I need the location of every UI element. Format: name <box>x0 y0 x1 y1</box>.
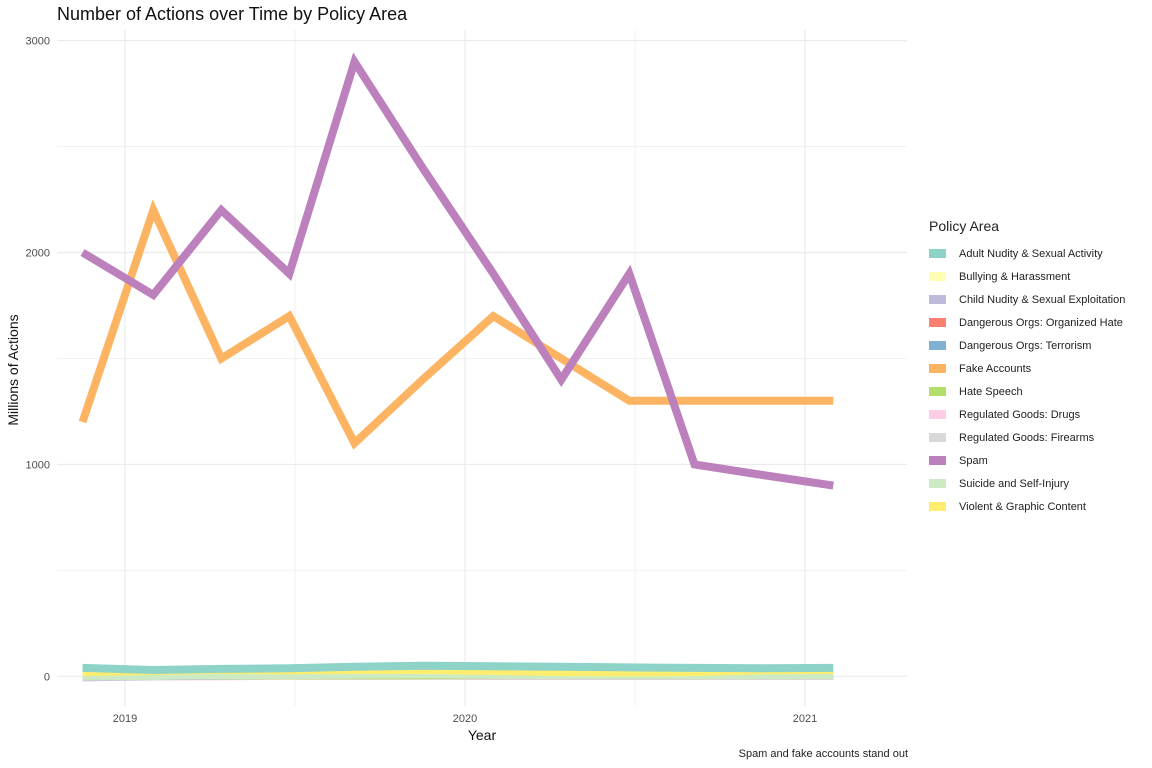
legend-label: Dangerous Orgs: Terrorism <box>959 339 1092 352</box>
legend-swatch <box>929 433 946 442</box>
legend-swatch <box>929 295 946 304</box>
series-line-spam <box>80 52 834 490</box>
legend-item-fake-accounts: Fake Accounts <box>929 357 1125 380</box>
legend-label: Adult Nudity & Sexual Activity <box>959 247 1103 260</box>
series-line-fake-accounts <box>78 199 834 450</box>
legend-swatch <box>929 364 946 373</box>
legend-item-adult-nudity-sexual-activity: Adult Nudity & Sexual Activity <box>929 242 1125 265</box>
legend-swatch <box>929 502 946 511</box>
legend-item-dangerous-orgs-organized-hate: Dangerous Orgs: Organized Hate <box>929 311 1125 334</box>
legend-label: Regulated Goods: Drugs <box>959 408 1081 421</box>
legend-swatch <box>929 272 946 281</box>
legend-item-child-nudity-sexual-exploitation: Child Nudity & Sexual Exploitation <box>929 288 1125 311</box>
x-tick-labels: 2019 2020 2021 <box>113 713 817 725</box>
legend-items: Adult Nudity & Sexual Activity Bullying &… <box>929 242 1125 518</box>
legend-label: Spam <box>959 454 988 467</box>
legend-item-hate-speech: Hate Speech <box>929 380 1125 403</box>
legend-item-suicide-and-self-injury: Suicide and Self-Injury <box>929 472 1125 495</box>
legend-item-violent-graphic-content: Violent & Graphic Content <box>929 495 1125 518</box>
legend-swatch <box>929 318 946 327</box>
legend-label: Dangerous Orgs: Organized Hate <box>959 316 1123 329</box>
y-tick-label-2000: 2000 <box>26 248 50 260</box>
legend-label: Regulated Goods: Firearms <box>959 431 1095 444</box>
legend-item-spam: Spam <box>929 449 1125 472</box>
x-axis-title: Year <box>468 727 497 743</box>
series-lines <box>78 52 834 682</box>
legend-swatch <box>929 387 946 396</box>
legend-label: Violent & Graphic Content <box>959 500 1086 513</box>
legend-swatch <box>929 249 946 258</box>
x-tick-label-2019: 2019 <box>113 713 137 725</box>
legend-item-regulated-goods-firearms: Regulated Goods: Firearms <box>929 426 1125 449</box>
legend-swatch <box>929 456 946 465</box>
legend-label: Bullying & Harassment <box>959 270 1071 283</box>
y-tick-label-1000: 1000 <box>26 459 50 471</box>
legend-item-dangerous-orgs-terrorism: Dangerous Orgs: Terrorism <box>929 334 1125 357</box>
series-line-adult-nudity-sexual-activity <box>82 661 834 675</box>
major-gridlines <box>57 30 907 706</box>
legend-label: Suicide and Self-Injury <box>959 477 1070 490</box>
legend-label: Fake Accounts <box>959 362 1032 375</box>
legend-item-regulated-goods-drugs: Regulated Goods: Drugs <box>929 403 1125 426</box>
legend: Policy Area Adult Nudity & Sexual Activi… <box>929 218 1125 518</box>
legend-label: Child Nudity & Sexual Exploitation <box>959 293 1126 306</box>
minor-gridlines <box>57 30 907 706</box>
legend-title: Policy Area <box>929 218 1000 234</box>
x-tick-label-2021: 2021 <box>793 713 817 725</box>
x-tick-label-2020: 2020 <box>453 713 477 725</box>
chart-caption: Spam and fake accounts stand out <box>738 748 908 760</box>
y-axis-title: Millions of Actions <box>5 314 21 425</box>
legend-label: Hate Speech <box>959 385 1023 398</box>
legend-swatch <box>929 479 946 488</box>
y-tick-labels: 0 1000 2000 3000 <box>26 36 50 684</box>
y-tick-label-3000: 3000 <box>26 36 50 48</box>
legend-item-bullying-harassment: Bullying & Harassment <box>929 265 1125 288</box>
legend-swatch <box>929 410 946 419</box>
chart-title: Number of Actions over Time by Policy Ar… <box>57 4 408 24</box>
y-tick-label-0: 0 <box>44 671 50 683</box>
legend-swatch <box>929 341 946 350</box>
